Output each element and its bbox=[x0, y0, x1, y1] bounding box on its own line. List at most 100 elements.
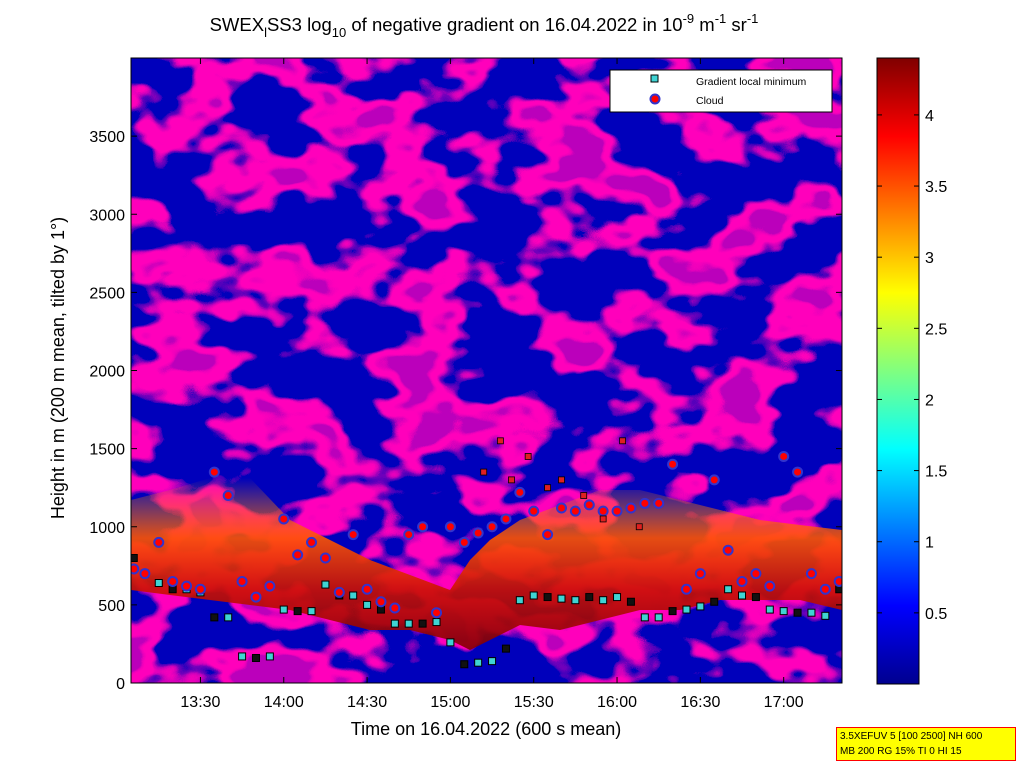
cloud-point bbox=[486, 521, 498, 533]
gradient-minimum-point bbox=[131, 554, 138, 562]
y-axis-label: Height in m (200 m mean, tilted by 1°) bbox=[48, 217, 68, 519]
cloud-point bbox=[542, 529, 554, 541]
cloud-point bbox=[597, 505, 609, 517]
gradient-minimum-point bbox=[474, 658, 483, 667]
y-tick-label: 3000 bbox=[89, 207, 125, 224]
colorbar-tick-label: 4 bbox=[925, 108, 934, 125]
upper-cloud-marker bbox=[619, 437, 626, 445]
cloud-point bbox=[236, 575, 248, 587]
gradient-minimum-point bbox=[613, 593, 622, 602]
y-tick-label: 2000 bbox=[89, 364, 125, 381]
gradient-minimum-point bbox=[404, 619, 413, 628]
gradient-minimum-point bbox=[626, 597, 635, 606]
legend: Gradient local minimum Cloud bbox=[609, 69, 833, 113]
y-tick-label: 3500 bbox=[89, 129, 125, 146]
gradient-minimum-point bbox=[599, 596, 608, 605]
cloud-point bbox=[819, 583, 831, 595]
gradient-minimum-point bbox=[793, 608, 802, 617]
x-tick-label: 17:00 bbox=[764, 694, 804, 711]
gradient-minimum-point bbox=[446, 638, 455, 647]
gradient-minimum-point bbox=[363, 600, 372, 609]
settings-stamp-line1: 3.5XEFUV 5 [100 2500] NH 600 bbox=[840, 731, 983, 742]
gradient-minimum-point bbox=[251, 654, 260, 662]
cloud-point bbox=[639, 497, 651, 509]
gradient-minimum-point bbox=[807, 608, 816, 617]
upper-cloud-marker bbox=[558, 476, 565, 484]
cloud-point bbox=[736, 575, 748, 587]
boundary-layer-band bbox=[131, 478, 842, 650]
cloud-point bbox=[444, 521, 456, 533]
cloud-point bbox=[528, 505, 540, 517]
upper-cloud-marker bbox=[635, 523, 643, 531]
gradient-minimum-point bbox=[238, 652, 247, 661]
cloud-point bbox=[708, 474, 720, 486]
y-tick-label: 500 bbox=[98, 598, 125, 615]
settings-stamp-line2: MB 200 RG 15% TI 0 HI 15 bbox=[840, 746, 962, 757]
colorbar: 0.5 1 1.5 2 2.5 3 3.5 4 bbox=[876, 57, 947, 685]
upper-cloud-marker bbox=[480, 468, 488, 476]
cloud-point bbox=[153, 536, 165, 548]
cloud-point bbox=[208, 466, 220, 478]
cloud-point bbox=[500, 513, 512, 525]
cloud-point bbox=[805, 568, 817, 580]
cloud-point bbox=[250, 591, 262, 603]
legend-marker-circle-icon bbox=[649, 93, 661, 105]
cloud-point bbox=[431, 607, 443, 619]
gradient-minimum-point bbox=[515, 596, 524, 605]
cloud-point bbox=[333, 586, 345, 598]
gradient-minimum-point bbox=[432, 618, 441, 627]
colorbar-tick-label: 1.5 bbox=[925, 464, 947, 481]
cloud-point bbox=[375, 596, 387, 608]
marker-series-layer bbox=[131, 437, 842, 669]
x-tick-label: 14:00 bbox=[264, 694, 304, 711]
cloud-point bbox=[764, 580, 776, 592]
cloud-point bbox=[833, 575, 842, 587]
colorbar-tick-label: 1 bbox=[925, 535, 934, 552]
x-tick-label: 15:00 bbox=[430, 694, 470, 711]
cloud-point bbox=[750, 568, 762, 580]
upper-cloud-marker bbox=[544, 484, 552, 492]
cloud-point bbox=[694, 568, 706, 580]
cloud-point bbox=[389, 602, 401, 614]
cloud-point bbox=[278, 513, 290, 525]
x-axis-label: Time on 16.04.2022 (600 s mean) bbox=[351, 719, 622, 739]
cloud-point bbox=[319, 552, 331, 564]
gradient-minimum-point bbox=[460, 660, 469, 669]
x-tick-label: 16:00 bbox=[597, 694, 637, 711]
upper-cloud-marker bbox=[599, 515, 607, 523]
cloud-point bbox=[458, 536, 470, 548]
cloud-point bbox=[292, 549, 304, 561]
gradient-minimum-point bbox=[668, 607, 677, 616]
x-axis: 13:30 14:00 14:30 15:00 15:30 16:00 16:30 17:00 bbox=[180, 58, 804, 711]
gradient-minimum-point bbox=[724, 585, 733, 594]
cloud-point bbox=[778, 450, 790, 462]
gradient-minimum-point bbox=[210, 613, 219, 622]
colorbar-tick-label: 3 bbox=[925, 250, 934, 267]
y-tick-label: 1000 bbox=[89, 520, 125, 537]
colorbar-ticks: 0.5 1 1.5 2 2.5 3 3.5 4 bbox=[877, 108, 947, 623]
cloud-point bbox=[131, 563, 140, 575]
cloud-point bbox=[194, 583, 206, 595]
gradient-minimum-point bbox=[418, 619, 427, 628]
settings-stamp: 3.5XEFUV 5 [100 2500] NH 600 MB 200 RG 1… bbox=[836, 727, 1016, 761]
cloud-point bbox=[347, 529, 359, 541]
x-tick-label: 15:30 bbox=[514, 694, 554, 711]
colorbar-tick-label: 2 bbox=[925, 392, 934, 409]
upper-cloud-marker bbox=[524, 453, 532, 460]
y-tick-label: 2500 bbox=[89, 285, 125, 302]
gradient-minimum-point bbox=[279, 605, 288, 614]
upper-cloud-marker bbox=[496, 437, 504, 445]
upper-cloud-marker bbox=[508, 476, 515, 484]
gradient-minimum-point bbox=[321, 580, 330, 589]
cloud-point bbox=[417, 521, 429, 533]
gradient-minimum-point bbox=[682, 605, 691, 614]
gradient-minimum-point bbox=[529, 591, 538, 600]
cloud-point bbox=[792, 466, 804, 478]
cloud-point bbox=[722, 544, 734, 556]
gradient-minimum-point bbox=[710, 597, 719, 606]
cloud-point bbox=[611, 505, 623, 517]
gradient-minimum-point bbox=[821, 611, 830, 620]
legend-label-cloud: Cloud bbox=[696, 95, 724, 107]
y-tick-label: 1500 bbox=[89, 442, 125, 459]
